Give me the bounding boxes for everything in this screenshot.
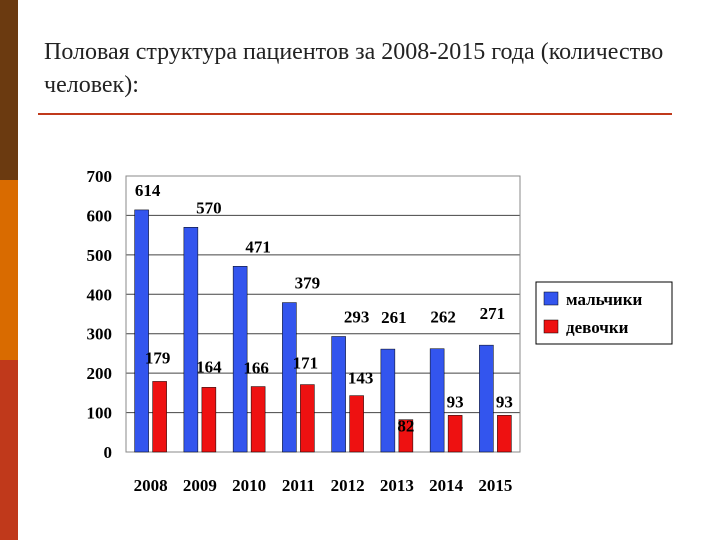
bar-girls	[250, 386, 266, 453]
bar-girls	[497, 415, 512, 453]
bar-boys	[232, 266, 248, 453]
bar-boys	[429, 348, 445, 453]
bar-girls	[398, 419, 414, 453]
legend: мальчики девочки	[535, 281, 673, 345]
legend-box	[535, 281, 673, 345]
x-axis: 2008 2009 2010 2011 2012 2013 2014 2015	[134, 476, 513, 495]
page-title: Половая структура пациентов за 2008-2015…	[44, 39, 664, 98]
data-label-girls: 166	[243, 359, 269, 378]
legend-label-boys: мальчики	[566, 290, 643, 309]
data-label-girls: 82	[397, 417, 414, 436]
y-axis: 0 100 200 300 400 500 600 700	[87, 167, 113, 462]
accent-bar-middle	[0, 180, 18, 360]
y-tick-label: 0	[104, 443, 113, 462]
x-tick-label: 2013	[380, 476, 414, 495]
y-tick-label: 400	[87, 285, 113, 304]
bar-boys	[479, 344, 494, 453]
data-label-girls: 143	[348, 369, 374, 388]
data-label-boys: 262	[430, 308, 456, 327]
legend-swatch-girls	[543, 319, 559, 334]
plot-area	[125, 175, 521, 453]
bar-boys	[282, 302, 297, 453]
legend-label-girls: девочки	[566, 318, 629, 337]
data-label-boys: 570	[196, 198, 222, 217]
x-tick-label: 2015	[478, 476, 512, 495]
bar-girls	[201, 387, 217, 453]
accent-bar-top	[0, 0, 18, 180]
data-label-girls: 93	[496, 392, 513, 411]
data-label-boys: 379	[295, 274, 321, 293]
bars: 614 179 570 164 471 166 379 171 293 143 261 82 262 93…	[134, 181, 513, 453]
legend-swatch-boys	[543, 291, 559, 306]
x-tick-label: 2010	[232, 476, 266, 495]
data-label-girls: 171	[293, 354, 319, 373]
bar-boys	[134, 209, 149, 453]
bar-girls	[447, 415, 463, 453]
y-tick-label: 200	[87, 364, 113, 383]
bar-girls	[349, 395, 364, 453]
data-label-boys: 614	[135, 181, 161, 200]
data-label-boys: 261	[381, 308, 407, 327]
data-label-girls: 179	[145, 348, 171, 367]
y-tick-label: 700	[87, 167, 113, 186]
x-tick-label: 2009	[183, 476, 217, 495]
accent-bar-bottom	[0, 360, 18, 540]
x-tick-label: 2014	[429, 476, 464, 495]
data-label-boys: 471	[245, 237, 271, 256]
x-tick-label: 2012	[331, 476, 365, 495]
bar-boys	[380, 348, 396, 453]
y-tick-label: 500	[87, 246, 113, 265]
bar-boys	[331, 336, 346, 453]
data-label-boys: 293	[344, 307, 370, 326]
data-label-girls: 93	[447, 392, 464, 411]
bar-girls	[300, 384, 315, 453]
x-tick-label: 2011	[282, 476, 315, 495]
y-tick-label: 300	[87, 325, 113, 344]
bar-girls	[152, 381, 167, 453]
data-label-girls: 164	[196, 357, 222, 376]
bar-boys	[183, 227, 199, 453]
title-divider	[38, 113, 672, 115]
x-tick-label: 2008	[134, 476, 168, 495]
y-tick-label: 600	[87, 206, 113, 225]
data-label-boys: 271	[480, 304, 506, 323]
y-tick-label: 100	[87, 404, 113, 423]
